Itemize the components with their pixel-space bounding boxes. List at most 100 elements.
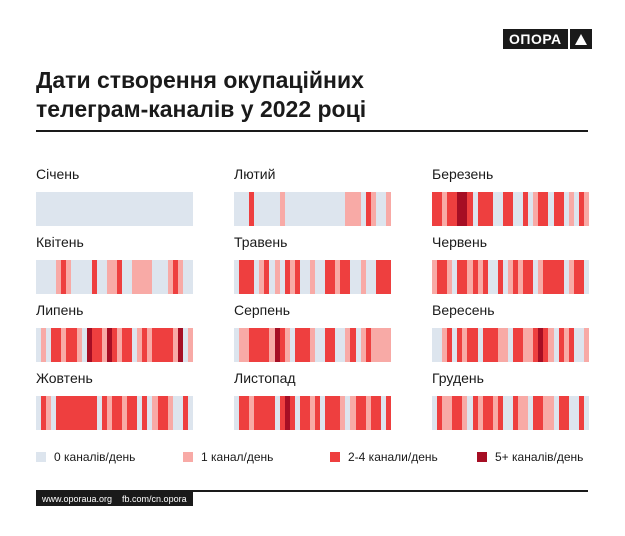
day-cell: [177, 396, 183, 430]
day-cell: [325, 328, 331, 362]
day-cell: [274, 396, 280, 430]
day-cell: [370, 328, 376, 362]
day-cell: [294, 328, 300, 362]
day-cell: [147, 328, 153, 362]
day-cell: [66, 396, 72, 430]
day-cell: [477, 260, 483, 294]
day-cell: [462, 260, 468, 294]
day-cell: [365, 328, 371, 362]
day-cell: [340, 260, 346, 294]
day-cell: [91, 396, 97, 430]
day-cell: [76, 192, 82, 226]
day-cell: [36, 328, 42, 362]
day-cell: [56, 260, 62, 294]
day-cell: [350, 192, 356, 226]
day-cell: [239, 328, 245, 362]
day-cell: [437, 396, 443, 430]
footer-site-link[interactable]: www.oporaua.org: [42, 494, 113, 504]
day-cell: [86, 328, 92, 362]
day-cell: [46, 396, 52, 430]
day-cell: [442, 328, 448, 362]
day-cell: [101, 260, 107, 294]
day-cell: [86, 192, 92, 226]
day-cell: [523, 396, 529, 430]
day-cell: [385, 192, 391, 226]
day-cell: [578, 328, 584, 362]
day-cell: [330, 260, 336, 294]
day-cell: [152, 192, 158, 226]
month-panel: Січень: [36, 166, 193, 226]
day-cell: [91, 192, 97, 226]
day-cell: [528, 328, 534, 362]
day-cell: [330, 192, 336, 226]
day-cell: [502, 328, 508, 362]
day-cell: [177, 328, 183, 362]
day-cell: [106, 328, 112, 362]
day-cell: [162, 260, 168, 294]
legend-swatch-1: [183, 452, 193, 462]
day-cell: [51, 328, 57, 362]
day-cell: [335, 260, 341, 294]
day-cell: [299, 396, 305, 430]
day-cell: [558, 192, 564, 226]
day-cell: [442, 192, 448, 226]
day-cell: [41, 260, 47, 294]
day-cell: [182, 396, 188, 430]
day-cell: [96, 192, 102, 226]
day-cell: [269, 328, 275, 362]
day-cell: [137, 396, 143, 430]
day-cell: [528, 192, 534, 226]
day-cell: [249, 260, 255, 294]
day-cell: [518, 192, 524, 226]
day-cell: [447, 396, 453, 430]
day-cell: [142, 260, 148, 294]
day-cell: [573, 328, 579, 362]
day-cell: [543, 328, 549, 362]
day-cell: [167, 396, 173, 430]
day-cell: [101, 396, 107, 430]
footer-social-link[interactable]: fb.com/cn.opora: [122, 494, 187, 504]
day-cell: [523, 192, 529, 226]
day-cell: [487, 328, 493, 362]
legend-label-0: 0 каналів/день: [54, 450, 136, 464]
day-cell: [289, 396, 295, 430]
month-strip: [36, 396, 193, 430]
day-cell: [41, 328, 47, 362]
day-cell: [51, 192, 57, 226]
day-cell: [330, 328, 336, 362]
day-cell: [264, 328, 270, 362]
day-cell: [345, 396, 351, 430]
day-cell: [437, 328, 443, 362]
day-cell: [350, 260, 356, 294]
day-cell: [106, 260, 112, 294]
day-cell: [182, 260, 188, 294]
day-cell: [558, 328, 564, 362]
month-label: Жовтень: [36, 370, 93, 386]
day-cell: [563, 396, 569, 430]
day-cell: [320, 192, 326, 226]
day-cell: [152, 328, 158, 362]
logo-text: ОПОРА: [509, 31, 562, 47]
day-cell: [279, 192, 285, 226]
day-cell: [380, 328, 386, 362]
month-label: Грудень: [432, 370, 484, 386]
day-cell: [51, 396, 57, 430]
day-cell: [340, 396, 346, 430]
month-strip: [234, 328, 391, 362]
day-cell: [36, 260, 42, 294]
day-cell: [335, 328, 341, 362]
day-cell: [578, 192, 584, 226]
day-cell: [96, 396, 102, 430]
day-cell: [482, 396, 488, 430]
month-label: Лютий: [234, 166, 276, 182]
month-panel: Серпень: [234, 302, 391, 362]
day-cell: [370, 396, 376, 430]
day-cell: [167, 328, 173, 362]
day-cell: [274, 260, 280, 294]
day-cell: [111, 396, 117, 430]
day-cell: [497, 192, 503, 226]
month-strip: [36, 192, 193, 226]
day-cell: [538, 260, 544, 294]
day-cell: [66, 328, 72, 362]
day-cell: [507, 260, 513, 294]
